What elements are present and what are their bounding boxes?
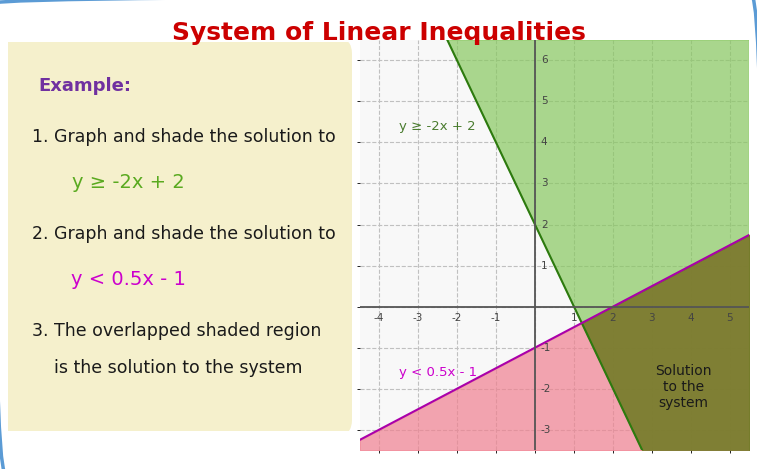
- Text: y ≥ -2x + 2: y ≥ -2x + 2: [72, 173, 185, 192]
- Text: 2. Graph and shade the solution to: 2. Graph and shade the solution to: [32, 225, 335, 243]
- Text: System of Linear Inequalities: System of Linear Inequalities: [172, 21, 585, 45]
- Text: 1: 1: [540, 261, 547, 271]
- Text: y < 0.5x - 1: y < 0.5x - 1: [70, 270, 185, 289]
- Text: 4: 4: [687, 313, 694, 323]
- Text: is the solution to the system: is the solution to the system: [32, 359, 302, 378]
- Text: -3: -3: [540, 425, 551, 435]
- Text: -3: -3: [413, 313, 423, 323]
- Text: -1: -1: [540, 343, 551, 353]
- Text: 4: 4: [540, 137, 547, 147]
- FancyBboxPatch shape: [4, 38, 352, 435]
- Text: 3: 3: [540, 179, 547, 189]
- Text: 3: 3: [649, 313, 656, 323]
- Text: 3. The overlapped shaded region: 3. The overlapped shaded region: [32, 323, 321, 340]
- Text: 5: 5: [540, 97, 547, 106]
- Text: -2: -2: [540, 384, 551, 393]
- Text: Solution
to the
system: Solution to the system: [655, 364, 712, 410]
- Text: y < 0.5x - 1: y < 0.5x - 1: [398, 366, 477, 379]
- Text: -2: -2: [452, 313, 463, 323]
- Text: 2: 2: [540, 219, 547, 229]
- Text: -4: -4: [374, 313, 385, 323]
- Text: 6: 6: [540, 55, 547, 65]
- Text: Example:: Example:: [39, 77, 132, 95]
- Text: y ≥ -2x + 2: y ≥ -2x + 2: [398, 120, 475, 133]
- Text: 1: 1: [571, 313, 578, 323]
- Text: 5: 5: [727, 313, 734, 323]
- Text: 2: 2: [609, 313, 616, 323]
- Text: -1: -1: [491, 313, 501, 323]
- Text: 1. Graph and shade the solution to: 1. Graph and shade the solution to: [32, 128, 335, 146]
